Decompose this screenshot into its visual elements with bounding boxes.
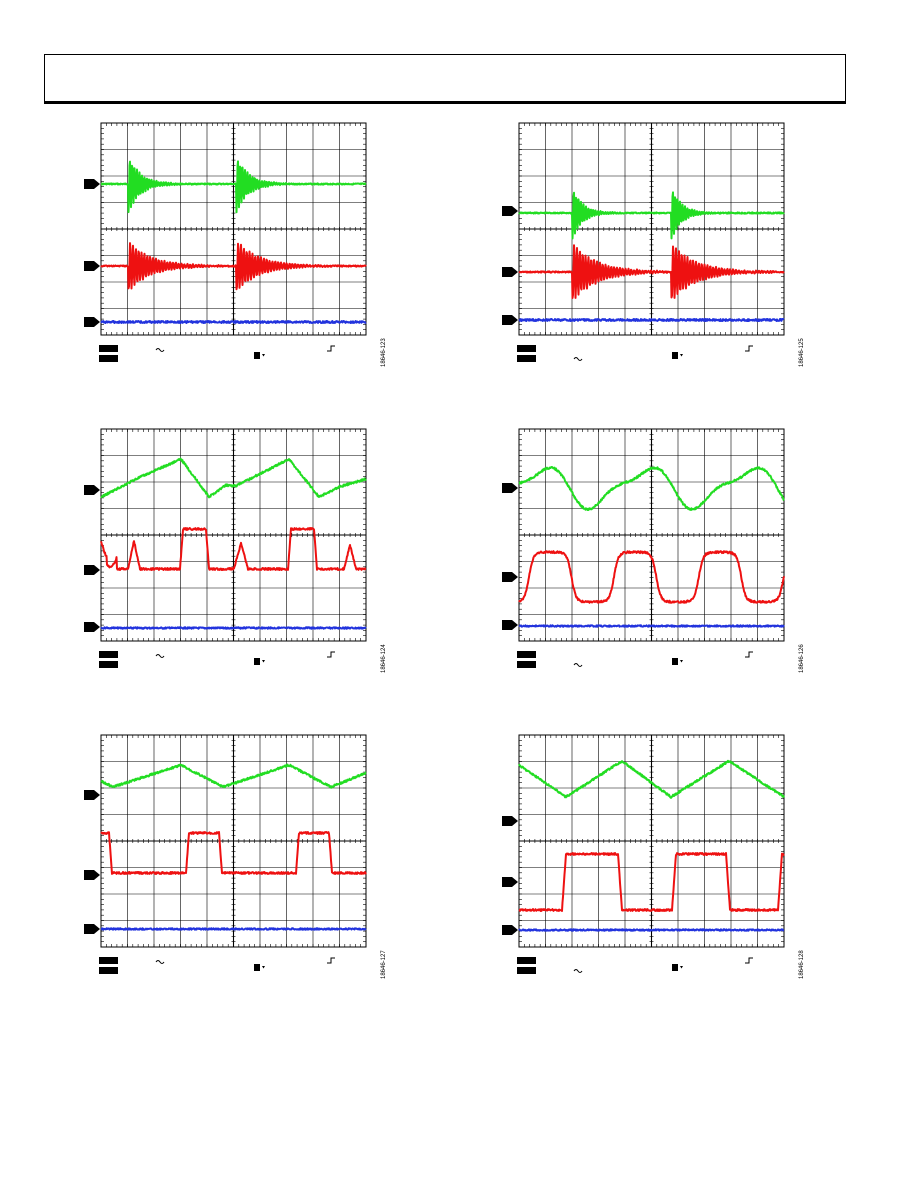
trigger-dropdown-icon: [680, 966, 683, 969]
graticule-grid: [100, 428, 367, 642]
graticule-grid: [100, 122, 367, 336]
trigger-edge-icon: [327, 957, 335, 964]
run-status-icon: [672, 658, 678, 665]
channel-marker-icon: [84, 179, 100, 189]
scope-figure-2: 18646-125: [502, 122, 805, 367]
coupling-icon: [573, 357, 583, 361]
ch3-trace: [100, 626, 367, 630]
channel-marker-icon: [84, 485, 100, 495]
graticule-grid: [518, 122, 785, 336]
status-block-ch1: [99, 651, 118, 658]
scope-figure-3: 18646-124: [84, 428, 387, 673]
status-block-ch1: [517, 651, 536, 658]
ch3-trace: [518, 928, 785, 932]
figure-id-label: 18646-123: [381, 338, 387, 367]
trigger-edge-icon: [745, 957, 753, 964]
channel-marker-icon: [84, 790, 100, 800]
page-header: [44, 54, 846, 102]
trigger-dropdown-icon: [262, 660, 265, 663]
channel-marker-icon: [502, 877, 518, 887]
coupling-icon: [573, 969, 583, 973]
channel-marker-icon: [502, 315, 518, 325]
ch2-trace: [100, 527, 367, 571]
coupling-icon: [155, 348, 165, 352]
trigger-edge-icon: [745, 651, 753, 658]
ch2-trace: [518, 852, 785, 912]
channel-marker-icon: [84, 565, 100, 575]
coupling-icon: [155, 960, 165, 964]
status-block-ch1: [517, 345, 536, 352]
trigger-dropdown-icon: [262, 354, 265, 357]
status-block-ch2: [517, 355, 536, 362]
figure-id-label: 18646-125: [799, 338, 805, 367]
coupling-icon: [155, 654, 165, 658]
channel-marker-icon: [84, 924, 100, 934]
ch2-trace: [100, 242, 367, 291]
channel-marker-icon: [502, 572, 518, 582]
status-block-ch1: [99, 957, 118, 964]
ch1-trace: [518, 466, 785, 511]
status-block-ch2: [99, 661, 118, 668]
ch3-trace: [518, 624, 785, 628]
coupling-icon: [573, 663, 583, 667]
ch3-trace: [100, 927, 367, 931]
trigger-edge-icon: [327, 345, 335, 352]
channel-marker-icon: [502, 925, 518, 935]
channel-marker-icon: [84, 317, 100, 327]
status-block-ch2: [99, 355, 118, 362]
run-status-icon: [672, 964, 678, 971]
trigger-dropdown-icon: [680, 660, 683, 663]
status-block-ch1: [517, 957, 536, 964]
status-block-ch1: [99, 345, 118, 352]
run-status-icon: [254, 352, 260, 359]
trigger-dropdown-icon: [680, 354, 683, 357]
ch2-trace: [100, 831, 367, 875]
header-rule: [44, 102, 846, 104]
ch1-trace: [100, 763, 367, 789]
scope-figure-1: 18646-123: [84, 122, 387, 367]
channel-marker-icon: [502, 483, 518, 493]
channel-marker-icon: [502, 620, 518, 630]
channel-marker-icon: [84, 261, 100, 271]
trigger-dropdown-icon: [262, 966, 265, 969]
ch1-trace: [100, 457, 367, 499]
figure-id-label: 18646-127: [381, 950, 387, 979]
ch3-trace: [100, 320, 367, 324]
scope-figure-5: 18646-127: [84, 734, 387, 979]
figure-id-label: 18646-126: [799, 644, 805, 673]
ch1-trace: [518, 191, 785, 240]
channel-marker-icon: [84, 622, 100, 632]
ch2-trace: [518, 550, 785, 604]
graticule-grid: [100, 734, 367, 948]
ch2-trace: [518, 244, 785, 299]
status-block-ch2: [517, 661, 536, 668]
status-block-ch2: [99, 967, 118, 974]
scope-figure-4: 18646-126: [502, 428, 805, 673]
channel-marker-icon: [502, 206, 518, 216]
status-block-ch2: [517, 967, 536, 974]
run-status-icon: [254, 964, 260, 971]
trigger-edge-icon: [745, 345, 753, 352]
ch1-trace: [100, 160, 367, 214]
trigger-edge-icon: [327, 651, 335, 658]
figure-id-label: 18646-124: [381, 644, 387, 673]
run-status-icon: [254, 658, 260, 665]
channel-marker-icon: [502, 816, 518, 826]
channel-marker-icon: [502, 267, 518, 277]
ch3-trace: [518, 318, 785, 322]
figure-id-label: 18646-128: [799, 950, 805, 979]
scope-figure-6: 18646-128: [502, 734, 805, 979]
ch1-trace: [518, 759, 785, 799]
run-status-icon: [672, 352, 678, 359]
channel-marker-icon: [84, 870, 100, 880]
